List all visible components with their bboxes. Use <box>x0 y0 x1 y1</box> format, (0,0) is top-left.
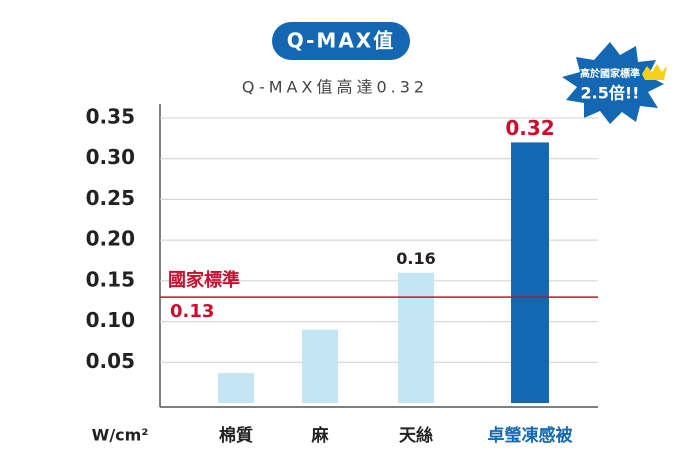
y-tick-label: 0.05 <box>86 349 135 373</box>
x-tick-label: 卓瑩凍感被 <box>488 425 573 446</box>
x-tick-label: 棉質 <box>219 425 253 446</box>
x-tick-label: 麻 <box>311 425 330 446</box>
badge-text: 高於國家標準 <box>580 67 640 80</box>
y-tick-label: 0.35 <box>86 105 135 129</box>
y-unit: W/cm² <box>92 426 149 445</box>
reference-value: 0.13 <box>170 301 214 322</box>
badge-text: 2.5倍!! <box>581 84 640 103</box>
chart-subtitle: Q-MAX值高達0.32 <box>242 78 428 97</box>
y-tick-label: 0.15 <box>86 267 135 291</box>
y-tick-label: 0.25 <box>86 186 135 210</box>
crown-icon <box>642 64 667 80</box>
title-pill <box>272 22 410 60</box>
bar <box>398 272 434 403</box>
y-tick-label: 0.20 <box>86 227 135 251</box>
bar <box>511 142 549 403</box>
x-tick-label: 天絲 <box>399 425 433 446</box>
y-tick-label: 0.10 <box>86 308 135 332</box>
badge-burst <box>562 42 664 124</box>
chart-title: Q-MAX值 <box>287 29 395 53</box>
reference-label: 國家標準 <box>168 269 240 291</box>
value-label: 0.16 <box>396 249 435 268</box>
bar <box>218 372 254 403</box>
bar <box>302 329 338 403</box>
y-tick-label: 0.30 <box>86 145 135 169</box>
value-label: 0.32 <box>505 116 554 140</box>
